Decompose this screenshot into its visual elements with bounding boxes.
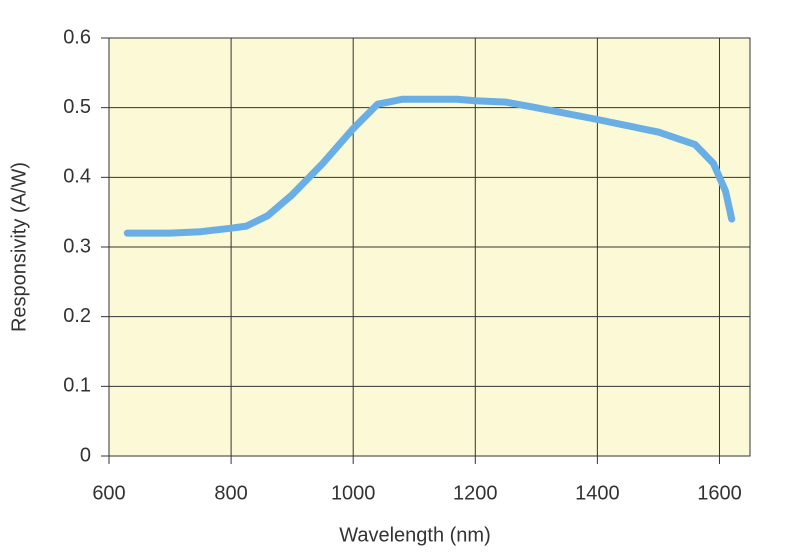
y-tick-label: 0.6 [63,26,91,48]
x-axis-label: Wavelength (nm) [339,524,491,546]
data-line [123,95,736,237]
y-tick-label: 0.2 [63,305,91,327]
y-axis-label: Responsivity (A/W) [8,162,30,332]
y-tick-label: 0.5 [63,96,91,118]
x-tick-label: 1200 [453,482,498,504]
x-tick-label: 800 [214,482,247,504]
x-tick-label: 1000 [331,482,376,504]
x-tick-label: 1600 [697,482,742,504]
y-tick-label: 0.4 [63,166,91,188]
y-tick-label: 0 [80,444,91,466]
x-tick-label: 600 [92,482,125,504]
y-tick-label: 0.1 [63,375,91,397]
y-tick-label: 0.3 [63,235,91,257]
x-tick-label: 1400 [575,482,620,504]
